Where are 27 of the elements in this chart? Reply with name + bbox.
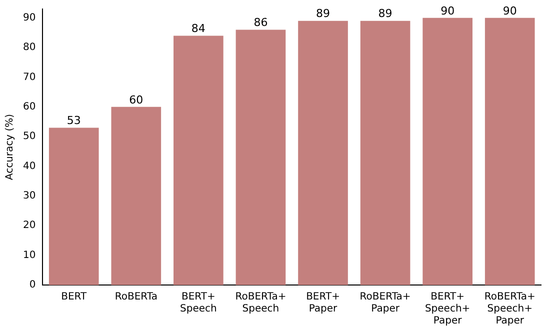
y-tick-label: 90: [22, 12, 36, 24]
y-tick-label: 20: [22, 220, 36, 232]
y-tick-label: 70: [22, 72, 36, 83]
data-label: 90: [502, 4, 517, 18]
y-tick-label: 40: [22, 160, 36, 172]
x-tick-label: RoBERTa+ Speech: [235, 292, 286, 315]
data-label: 84: [191, 22, 206, 36]
x-tick-label: RoBERTa: [114, 292, 158, 303]
y-tick-label: 50: [22, 131, 36, 142]
data-label: 89: [378, 7, 392, 20]
y-tick-label: 0: [29, 280, 36, 291]
x-tick-label: BERT+ Speech+ Paper: [424, 292, 470, 327]
y-tick-label: 10: [22, 250, 36, 261]
x-tick-label: BERT: [61, 292, 88, 303]
x-tick-label: BERT+ Paper: [306, 292, 340, 315]
data-label: 86: [254, 16, 268, 30]
y-tick-label: 60: [22, 102, 36, 113]
data-label: 53: [66, 114, 81, 128]
y-tick-label: 30: [22, 190, 36, 202]
data-label: 90: [440, 4, 455, 18]
data-label: 60: [129, 93, 144, 106]
y-axis-title: Accuracy (%): [4, 114, 16, 180]
x-tick-label: RoBERTa+ Speech+ Paper: [484, 292, 536, 327]
y-tick-label: 80: [22, 42, 36, 54]
x-tick-label: BERT+ Speech: [180, 292, 217, 315]
data-label: 89: [316, 7, 330, 20]
x-tick-label: RoBERTa+ Paper: [360, 292, 411, 315]
